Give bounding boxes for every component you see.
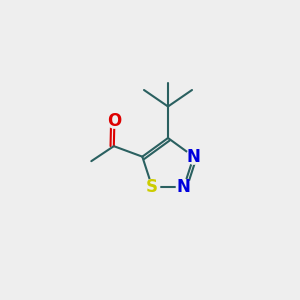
- Text: S: S: [146, 178, 158, 196]
- Circle shape: [145, 179, 160, 194]
- Circle shape: [176, 179, 191, 194]
- Text: N: N: [177, 178, 191, 196]
- Text: O: O: [107, 112, 122, 130]
- Circle shape: [107, 113, 122, 128]
- Circle shape: [186, 149, 201, 164]
- Text: N: N: [187, 148, 201, 166]
